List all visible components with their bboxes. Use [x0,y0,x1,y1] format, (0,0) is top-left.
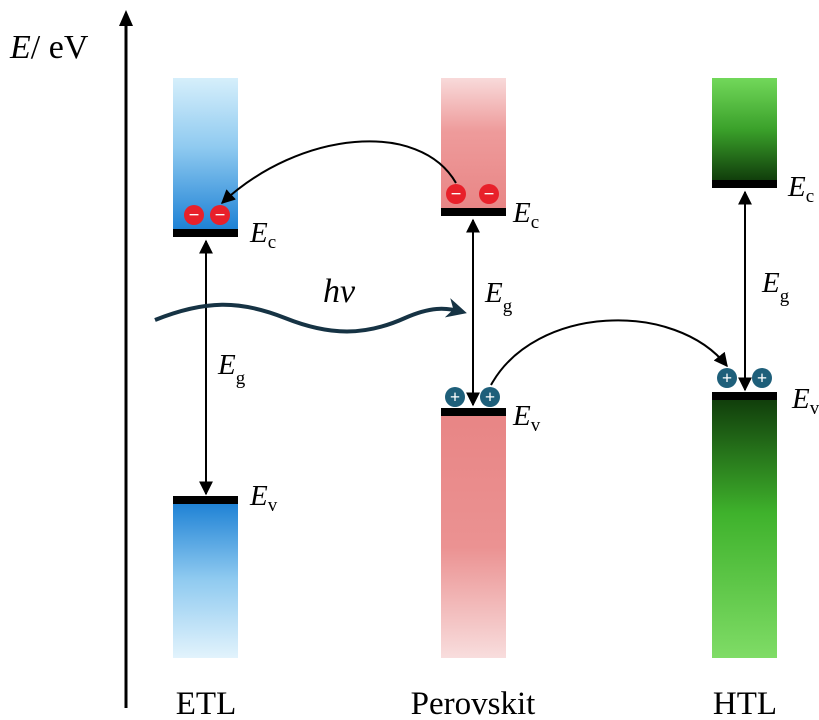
perovskite-holes: + + [445,387,500,407]
svg-text:+: + [722,368,732,388]
perovskite-ec-label: Ec [512,197,539,233]
svg-text:−: − [484,184,495,205]
perovskite-valence-band [441,412,506,658]
etl-ev-label: Ev [249,480,278,516]
axis-label: E/ eV [9,29,89,66]
electron-icon: − [184,205,204,226]
hole-icon: + [752,368,772,388]
perovskite-ev-label: Ev [512,400,541,436]
htl-ec-label: Ec [787,171,814,207]
etl-eg-label: Eg [217,349,246,389]
etl-conduction-band [173,78,238,232]
htl-valence-band [712,396,777,658]
etl-electrons: − − [184,205,230,226]
svg-text:−: − [215,205,226,226]
layer-label-etl: ETL [176,686,236,720]
svg-text:−: − [451,184,462,205]
axis-unit: / eV [31,29,89,66]
hole-icon: + [480,387,500,407]
perovskite-electrons: − − [446,184,499,205]
photon-label: hν [323,273,356,310]
perovskite-valence-band-edge [441,408,506,416]
etl-ec-label: Ec [249,217,276,253]
hole-icon: + [445,387,465,407]
photon-wave [154,298,467,334]
layer-label-htl: HTL [713,686,777,720]
htl-conduction-band [712,78,777,182]
svg-text:−: − [189,205,200,226]
htl-holes: + + [717,368,772,388]
etl-valence-band-edge [173,496,238,504]
svg-text:+: + [757,368,767,388]
htl-valence-band-edge [712,392,777,400]
svg-text:+: + [450,387,460,407]
etl-layer [173,78,238,658]
axis-symbol: E [9,29,31,66]
electron-icon: − [479,184,499,205]
htl-ev-label: Ev [791,383,819,419]
hole-transfer-arrow [490,319,728,386]
hole-icon: + [717,368,737,388]
etl-conduction-band-edge [173,229,238,237]
htl-layer [712,78,777,658]
energy-axis [119,10,133,708]
electron-transfer-arrow [220,140,457,204]
layer-label-perovskite: Perovskit [411,686,536,720]
etl-valence-band [173,500,238,658]
htl-eg-label: Eg [761,267,790,307]
perovskite-eg-label: Eg [484,277,513,317]
htl-conduction-band-edge [712,180,777,188]
perovskite-conduction-band-edge [441,208,506,216]
perovskite-layer [441,78,506,658]
svg-text:+: + [485,387,495,407]
electron-icon: − [210,205,230,226]
electron-icon: − [446,184,466,205]
